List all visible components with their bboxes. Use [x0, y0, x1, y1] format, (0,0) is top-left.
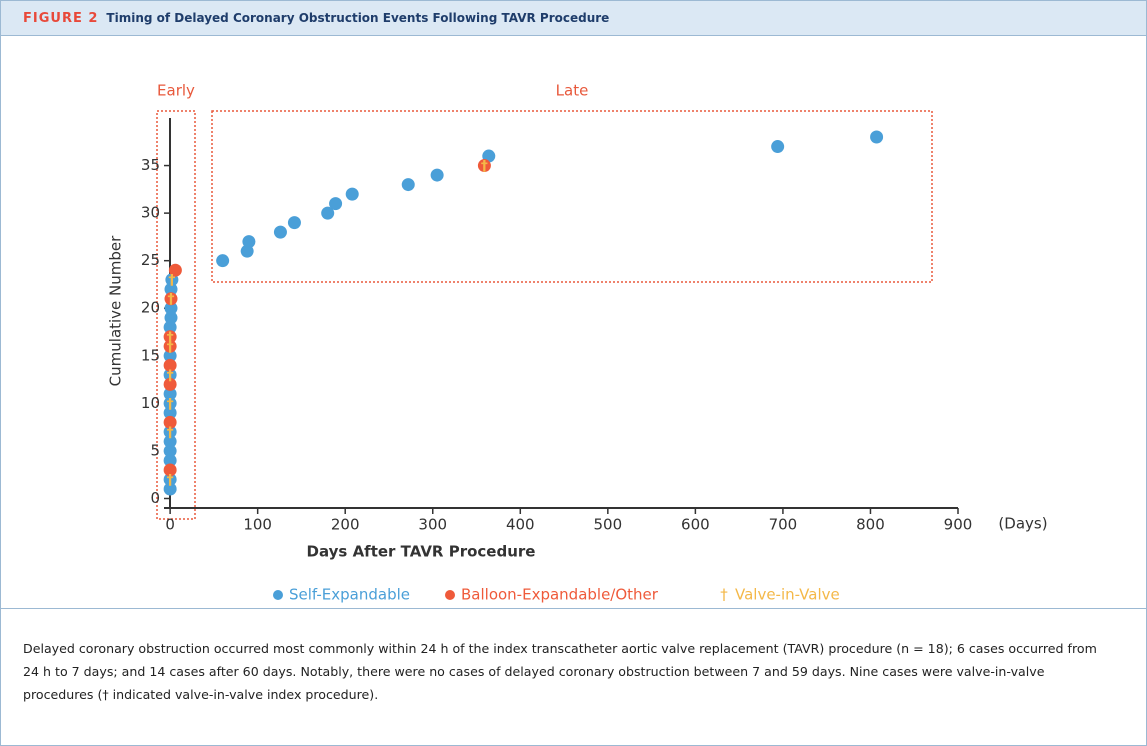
legend-label: Balloon-Expandable/Other	[461, 586, 659, 604]
point	[771, 140, 785, 154]
dagger-point: †	[167, 396, 174, 412]
y-tick-label: 0	[150, 489, 160, 507]
point	[163, 463, 177, 477]
point	[430, 168, 444, 182]
caption: Delayed coronary obstruction occurred mo…	[23, 641, 1097, 702]
x-tick-label: 300	[418, 516, 447, 534]
y-tick-label: 10	[141, 394, 160, 412]
point	[163, 377, 177, 391]
y-tick-label: 5	[150, 441, 160, 459]
point	[321, 206, 335, 220]
point	[163, 406, 177, 420]
point	[164, 292, 178, 306]
point	[163, 349, 177, 363]
point	[163, 425, 177, 439]
x-tick-label: 400	[506, 516, 535, 534]
point	[870, 130, 884, 144]
x-tick-label: 200	[331, 516, 360, 534]
figure-label: FIGURE 2	[23, 10, 99, 26]
dagger-point: †	[167, 368, 174, 384]
point	[163, 396, 177, 410]
separator	[1, 608, 1146, 609]
dagger-point: †	[481, 159, 488, 175]
point	[401, 178, 415, 192]
y-tick-label: 35	[141, 156, 160, 174]
dagger-point: †	[167, 425, 174, 441]
point	[164, 301, 178, 315]
dagger-point: †	[168, 292, 175, 308]
x-tick-label: 800	[856, 516, 885, 534]
y-tick-label: 30	[141, 204, 160, 222]
x-tick-label: 100	[243, 516, 272, 534]
point	[329, 197, 343, 211]
chart: Early Late Cumulative Number Days After …	[107, 82, 1048, 604]
dagger-point: †	[168, 273, 175, 289]
x-tick-label: 500	[594, 516, 623, 534]
point	[163, 339, 177, 353]
point	[163, 453, 177, 467]
figure-title: Timing of Delayed Coronary Obstruction E…	[106, 11, 610, 25]
y-tick-label: 15	[141, 346, 160, 364]
point	[287, 216, 301, 230]
y-tick-label: 25	[141, 251, 160, 269]
y-tick-label: 20	[141, 299, 160, 317]
point	[345, 187, 359, 201]
point	[273, 225, 287, 239]
point	[163, 330, 177, 344]
point	[163, 472, 177, 486]
point	[477, 159, 491, 173]
point	[163, 320, 177, 334]
x-tick-label: 600	[681, 516, 710, 534]
figure-header: FIGURE 2 Timing of Delayed Coronary Obst…	[1, 1, 1146, 36]
legend-label: Self-Expandable	[289, 586, 410, 604]
point	[242, 235, 256, 249]
x-tick-label: 0	[165, 516, 175, 534]
annotation: Late	[556, 82, 589, 100]
point	[168, 263, 182, 277]
point	[164, 311, 178, 325]
point	[163, 368, 177, 382]
x-axis-unit: (Days)	[998, 515, 1047, 533]
point	[163, 358, 177, 372]
point	[163, 434, 177, 448]
annotation: Early	[157, 82, 195, 100]
y-axis-label: Cumulative Number	[107, 235, 125, 386]
early-box	[156, 110, 196, 520]
point	[163, 482, 177, 496]
point	[163, 387, 177, 401]
point	[163, 415, 177, 429]
dagger-point: †	[167, 472, 174, 488]
point	[164, 282, 178, 296]
legend-marker	[273, 590, 283, 600]
point	[216, 254, 230, 268]
legend-label: Valve-in-Valve	[735, 586, 840, 604]
x-tick-label: 700	[769, 516, 798, 534]
x-axis-label: Days After TAVR Procedure	[307, 543, 536, 561]
point	[163, 444, 177, 458]
legend-marker: †	[720, 586, 728, 604]
late-box	[211, 110, 933, 283]
legend-marker	[445, 590, 455, 600]
dagger-point: †	[167, 330, 174, 346]
x-tick-label: 900	[944, 516, 973, 534]
dagger-point: †	[167, 339, 174, 355]
